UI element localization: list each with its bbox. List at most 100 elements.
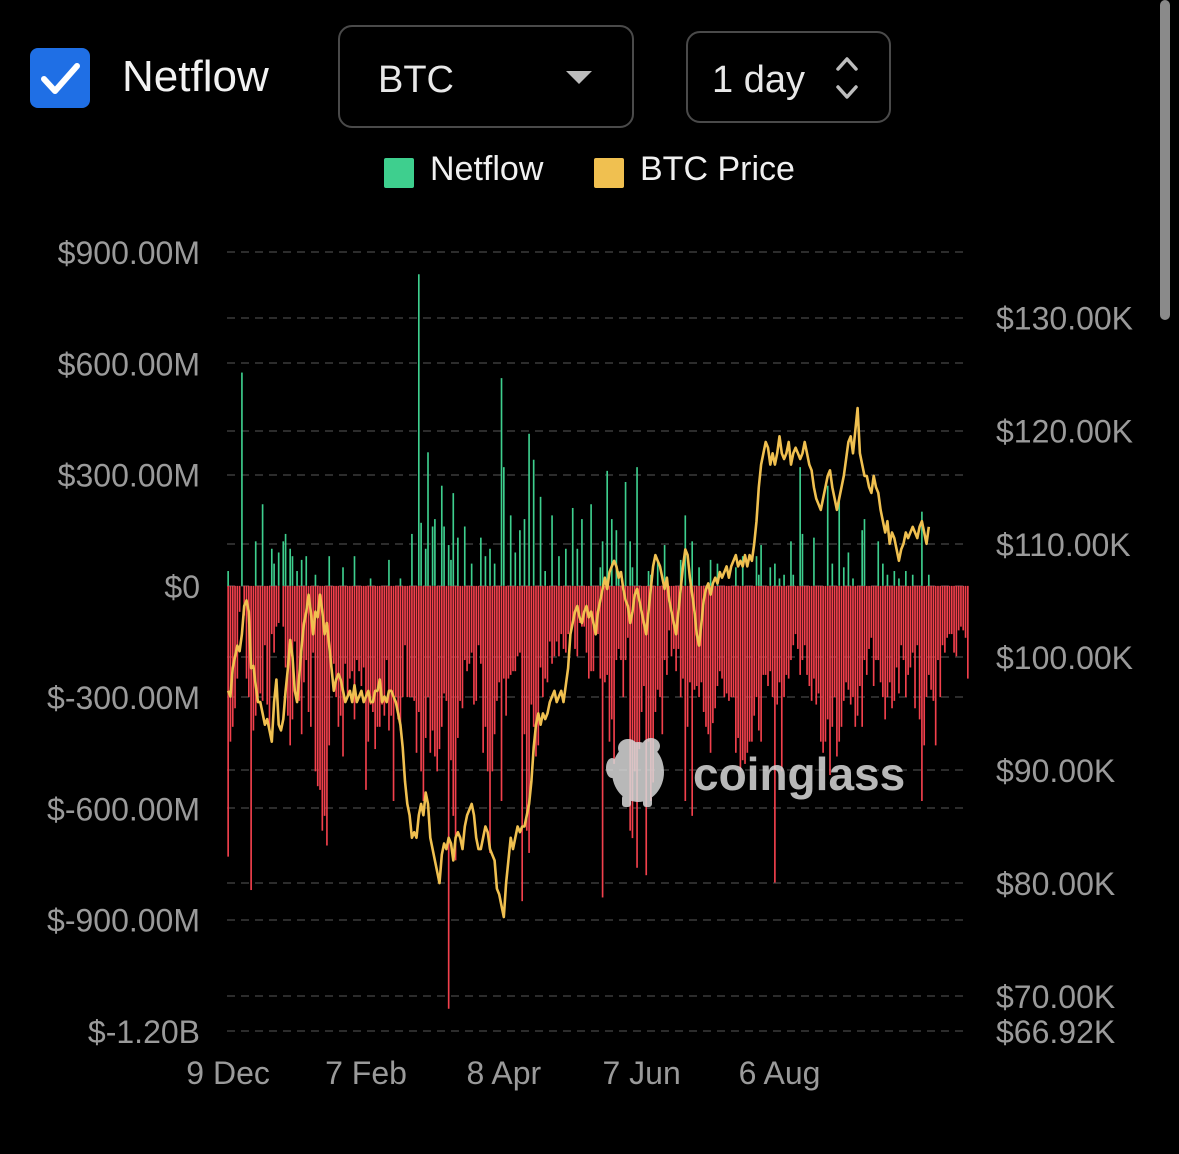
netflow-bar-negative: [548, 585, 551, 642]
netflow-bar-negative: [934, 585, 937, 746]
netflow-bar-negative: [468, 585, 471, 664]
netflow-bar-negative: [617, 585, 620, 649]
netflow-bar-positive: [539, 496, 542, 586]
netflow-bar-negative: [780, 585, 783, 772]
netflow-bar-negative: [429, 585, 432, 753]
netflow-bar-negative: [408, 585, 411, 698]
netflow-bar-positive: [783, 574, 785, 586]
netflow-bar-negative: [475, 585, 478, 701]
netflow-bar-negative: [415, 585, 418, 753]
netflow-bar-negative: [351, 585, 354, 672]
netflow-bar-negative: [369, 585, 372, 705]
netflow-bar-negative: [229, 585, 232, 742]
netflow-bar-negative: [578, 585, 581, 623]
up-down-chevron-icon: [836, 57, 858, 99]
netflow-bar-negative: [817, 585, 820, 694]
netflow-bar-negative: [551, 585, 553, 664]
netflow-bar-negative: [863, 585, 866, 661]
legend-label-btc-price: BTC Price: [640, 150, 795, 188]
netflow-bar-negative: [865, 585, 868, 675]
netflow-bar-negative: [950, 585, 953, 635]
netflow-bar-negative: [335, 585, 337, 698]
netflow-bar-negative: [783, 585, 785, 698]
netflow-bar-positive: [792, 574, 795, 586]
netflow-bar-positive: [716, 563, 719, 586]
netflow-bar-positive: [709, 559, 712, 586]
netflow-bar-negative: [417, 585, 420, 712]
netflow-bar-negative: [581, 585, 583, 627]
netflow-bar-negative: [374, 585, 376, 750]
netflow-bar-positive: [291, 556, 294, 586]
netflow-checkbox-label: Netflow: [122, 52, 269, 101]
netflow-bar-positive: [679, 559, 682, 586]
netflow-bar-positive: [590, 504, 592, 586]
netflow-bar-negative: [254, 585, 257, 716]
netflow-bar-negative: [633, 585, 636, 772]
netflow-checkbox[interactable]: [30, 48, 90, 108]
netflow-bar-negative: [528, 585, 530, 853]
netflow-bar-negative: [594, 585, 597, 627]
netflow-bar-negative: [560, 585, 563, 635]
netflow-bar-negative: [799, 585, 801, 675]
netflow-bar-positive: [273, 563, 275, 586]
netflow-bar-negative: [705, 585, 707, 727]
netflow-bar-negative: [590, 585, 592, 672]
netflow-bar-negative: [553, 585, 556, 657]
netflow-bar-positive: [450, 559, 452, 586]
interval-select[interactable]: 1 day: [686, 31, 891, 123]
netflow-bar-negative: [622, 585, 625, 698]
netflow-bar-negative: [261, 585, 264, 701]
netflow-bar-negative: [831, 585, 834, 727]
netflow-bar-negative: [751, 585, 753, 742]
netflow-bar-negative: [353, 585, 356, 720]
netflow-bar-negative: [404, 585, 406, 646]
legend-swatch-btc-price: [594, 158, 624, 188]
left-axis-tick-label: $-1.20B: [88, 1014, 200, 1050]
netflow-bar-negative: [666, 585, 668, 675]
netflow-bar-negative: [905, 585, 907, 698]
netflow-bar-negative: [631, 585, 634, 839]
netflow-bar-positive: [769, 567, 772, 586]
netflow-bar-negative: [962, 585, 965, 631]
netflow-bar-negative: [562, 585, 565, 649]
netflow-bar-positive: [847, 552, 850, 586]
netflow-bar-positive: [500, 378, 503, 586]
netflow-bar-negative: [514, 585, 517, 672]
netflow-bar-negative: [907, 585, 909, 675]
netflow-bar-negative: [576, 585, 579, 657]
netflow-bar-negative: [287, 585, 289, 716]
netflow-bar-negative: [243, 585, 246, 616]
netflow-bar-negative: [461, 585, 464, 709]
netflow-bar-negative: [709, 585, 712, 753]
netflow-bar-negative: [875, 585, 877, 661]
netflow-bar-negative: [259, 585, 262, 694]
coinglass-watermark: coinglass: [606, 738, 905, 807]
netflow-bar-positive: [898, 578, 900, 586]
netflow-bar-negative: [650, 585, 652, 802]
netflow-bar-positive: [440, 485, 443, 586]
netflow-bar-negative: [542, 585, 544, 698]
netflow-bar-positive: [342, 567, 344, 586]
netflow-bar-positive: [411, 533, 413, 586]
netflow-bar-negative: [234, 585, 236, 709]
netflow-bar-negative: [496, 585, 498, 701]
netflow-bar-negative: [686, 585, 689, 727]
netflow-bar-positive: [631, 567, 634, 586]
netflow-bar-negative: [636, 585, 638, 868]
netflow-bar-positive: [369, 578, 372, 586]
netflow-bar-negative: [728, 585, 730, 701]
netflow-bar-negative: [774, 585, 776, 883]
netflow-bar-negative: [358, 585, 360, 672]
netflow-bar-negative: [882, 585, 884, 698]
netflow-bar-negative: [319, 585, 321, 790]
netflow-bar-negative: [284, 585, 287, 668]
netflow-bar-negative: [946, 585, 948, 638]
netflow-bar-positive: [443, 526, 445, 586]
netflow-bar-negative: [937, 585, 939, 661]
netflow-bar-negative: [771, 585, 774, 698]
netflow-bar-negative: [289, 585, 291, 746]
scrollbar[interactable]: [1160, 0, 1170, 320]
asset-select[interactable]: BTC: [338, 25, 634, 128]
netflow-bar-positive: [576, 548, 579, 586]
netflow-bar-positive: [284, 533, 287, 586]
